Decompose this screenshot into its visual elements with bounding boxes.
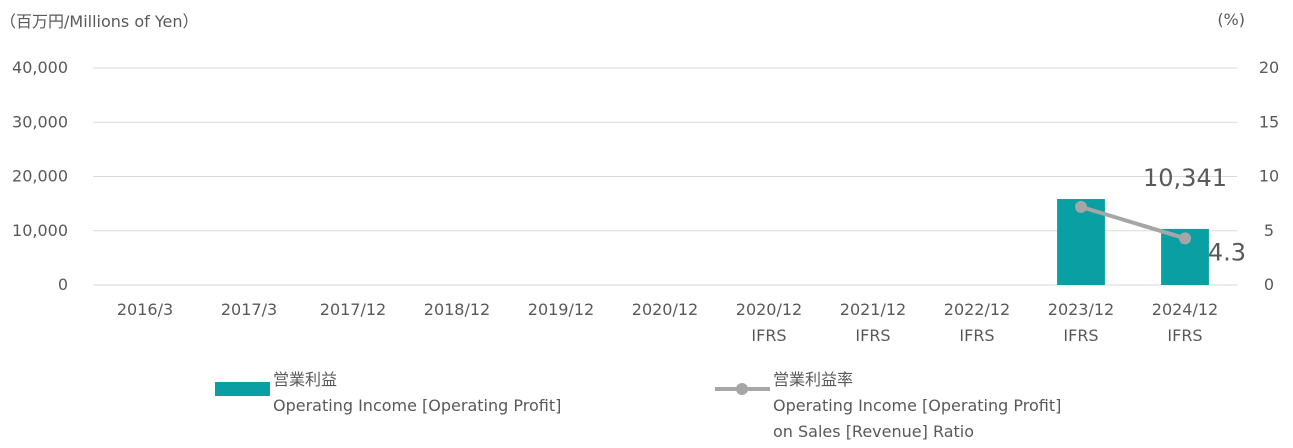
data-label: 4.3 bbox=[1208, 238, 1246, 266]
y-tick-label: 10,000 bbox=[12, 220, 68, 239]
x-tick-label: 2022/12 IFRS bbox=[944, 300, 1010, 345]
x-tick-label: 2017/3 bbox=[221, 300, 277, 319]
y2-tick-label: 0 bbox=[1264, 275, 1274, 294]
x-tick-label: 2023/12 IFRS bbox=[1048, 300, 1114, 345]
y-tick-label: 40,000 bbox=[12, 58, 68, 77]
y-axis-label: （百万円/Millions of Yen） bbox=[0, 12, 198, 31]
x-tick-label: 2020/12 bbox=[632, 300, 698, 319]
data-label: 10,341 bbox=[1143, 164, 1227, 192]
x-tick-label: 2021/12 IFRS bbox=[840, 300, 906, 345]
x-tick-label: 2019/12 bbox=[528, 300, 594, 319]
x-tick-label: 2016/3 bbox=[117, 300, 173, 319]
y2-tick-label: 20 bbox=[1259, 58, 1279, 77]
x-tick-label: 2024/12 IFRS bbox=[1152, 300, 1218, 345]
y-tick-label: 0 bbox=[58, 275, 68, 294]
x-tick-label: 2018/12 bbox=[424, 300, 490, 319]
line-point bbox=[1075, 200, 1087, 213]
x-tick-label: 2017/12 bbox=[320, 300, 386, 319]
legend-label: 営業利益 Operating Income [Operating Profit] bbox=[273, 370, 561, 415]
x-tick-label: 2020/12 IFRS bbox=[736, 300, 802, 345]
y-tick-label: 30,000 bbox=[12, 112, 68, 131]
line-point bbox=[1179, 232, 1191, 245]
legend-swatch bbox=[736, 383, 748, 395]
y2-tick-label: 5 bbox=[1264, 220, 1274, 239]
y-tick-label: 20,000 bbox=[12, 166, 68, 185]
line bbox=[1080, 204, 1186, 241]
y2-axis-label: (%) bbox=[1217, 10, 1245, 29]
legend-label: 営業利益率 Operating Income [Operating Profit]… bbox=[773, 370, 1061, 441]
y2-tick-label: 10 bbox=[1259, 166, 1279, 185]
y2-tick-label: 15 bbox=[1259, 112, 1279, 131]
legend-swatch bbox=[215, 382, 270, 396]
